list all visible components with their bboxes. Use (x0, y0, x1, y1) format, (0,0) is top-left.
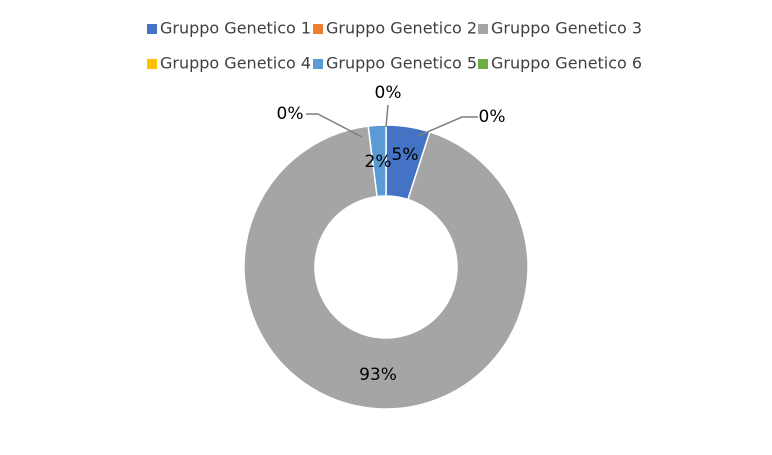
slice (243, 125, 529, 410)
leader-line (417, 116, 478, 137)
legend-swatch (478, 59, 488, 69)
legend-label: Gruppo Genetico 2 (326, 19, 477, 38)
legend-swatch (147, 24, 157, 34)
leader-line (385, 104, 389, 128)
data-label: 0% (277, 104, 304, 124)
legend-swatch (478, 24, 488, 34)
legend-swatch (313, 59, 323, 69)
data-label: 93% (359, 365, 397, 385)
legend-swatch (313, 24, 323, 34)
slice (367, 124, 387, 198)
legend-label: Gruppo Genetico 4 (160, 54, 311, 73)
data-label: 2% (365, 152, 392, 172)
leader-line (306, 113, 363, 138)
legend-label: Gruppo Genetico 5 (326, 54, 477, 73)
legend-label: Gruppo Genetico 6 (491, 54, 642, 73)
data-label: 5% (392, 145, 419, 165)
legend-label: Gruppo Genetico 1 (160, 19, 311, 38)
data-label: 0% (375, 83, 402, 103)
data-label: 0% (479, 107, 506, 127)
legend-swatch (147, 59, 157, 69)
legend-label: Gruppo Genetico 3 (491, 19, 642, 38)
